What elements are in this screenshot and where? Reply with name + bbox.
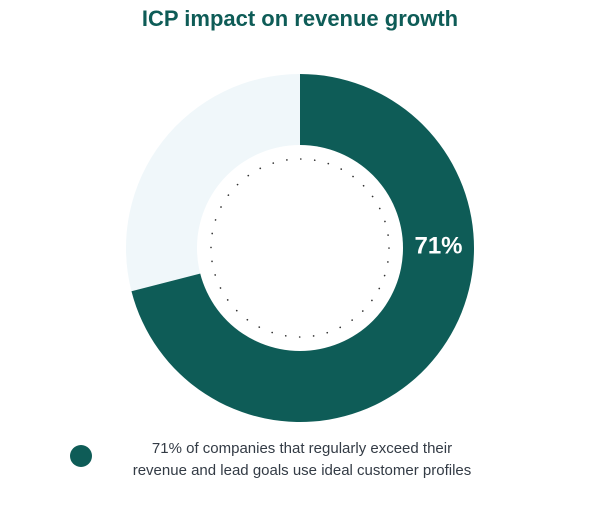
legend: 71% of companies that regularly exceed t… bbox=[70, 438, 510, 488]
chart-title: ICP impact on revenue growth bbox=[141, 6, 459, 31]
donut-dotted-ring bbox=[210, 158, 390, 338]
legend-entry: 71% of companies that regularly exceed t… bbox=[132, 440, 472, 479]
legend-marker bbox=[70, 445, 92, 467]
donut-inner-hole bbox=[197, 145, 403, 351]
data-label: 71% bbox=[414, 233, 462, 260]
